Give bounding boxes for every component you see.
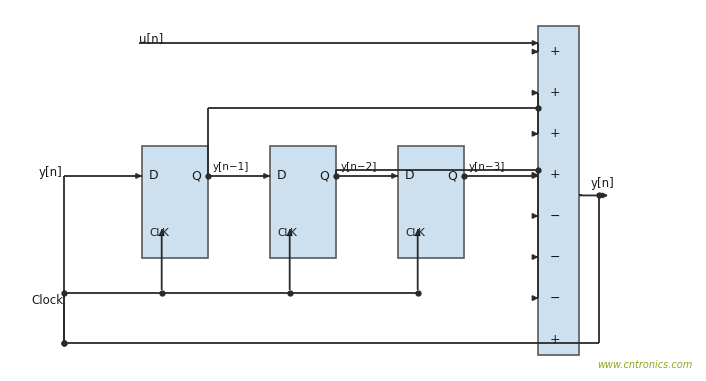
Text: +: +	[550, 86, 561, 99]
Text: CLK: CLK	[405, 228, 425, 238]
Text: +: +	[550, 127, 561, 140]
Text: +: +	[550, 333, 561, 346]
Text: D: D	[149, 170, 159, 182]
Text: y[n−2]: y[n−2]	[340, 162, 377, 171]
Text: Q: Q	[319, 170, 329, 182]
Text: y[n−3]: y[n−3]	[469, 162, 505, 171]
Bar	[142, 146, 208, 258]
Bar	[398, 146, 464, 258]
Text: Q: Q	[447, 170, 457, 182]
Text: Clock: Clock	[31, 294, 64, 307]
Text: y[n]: y[n]	[38, 166, 62, 179]
Text: CLK: CLK	[277, 228, 297, 238]
Text: +: +	[550, 45, 561, 58]
Text: CLK: CLK	[149, 228, 169, 238]
Bar	[270, 146, 336, 258]
Text: u[n]: u[n]	[138, 32, 163, 45]
Text: D: D	[277, 170, 287, 182]
Text: +: +	[550, 168, 561, 181]
Text: y[n]: y[n]	[591, 177, 615, 190]
Text: www.cntronics.com: www.cntronics.com	[597, 360, 692, 370]
Bar	[539, 26, 578, 355]
Text: y[n−1]: y[n−1]	[213, 162, 249, 171]
Text: −: −	[550, 210, 561, 223]
Text: Q: Q	[191, 170, 201, 182]
Text: −: −	[550, 251, 561, 264]
Text: D: D	[405, 170, 414, 182]
Text: −: −	[550, 291, 561, 304]
